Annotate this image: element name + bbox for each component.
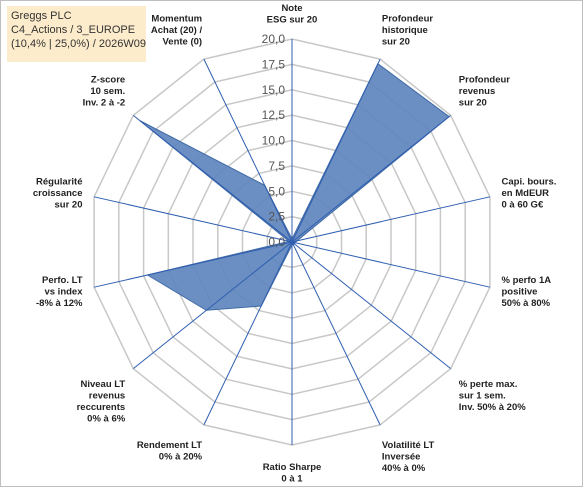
portfolio-category: C4_Actions / 3_EUROPE xyxy=(11,24,136,36)
axis-label: Momentum Achat (20) / Vente (0) xyxy=(151,13,203,47)
tick-label: 15,0 xyxy=(262,83,286,97)
axis-label: % perfo 1A positive 50% à 80% xyxy=(502,275,552,309)
tick-label: 0,0 xyxy=(268,235,285,249)
axis-spoke xyxy=(291,241,381,426)
axis-label: Rendement LT 0% à 20% xyxy=(137,440,203,463)
tick-label: 20,0 xyxy=(262,32,286,46)
axis-spoke xyxy=(132,115,293,243)
period-info: (10,4% | 25,0%) / 2026W09 xyxy=(11,38,146,50)
axis-label: Perfo. LT vs index -8% à 12% xyxy=(36,275,83,309)
axis-label: % perte max. sur 1 sem. Inv. 50% à 20% xyxy=(459,379,526,413)
axis-label: Profondeur revenus sur 20 xyxy=(459,75,510,109)
axis-spoke xyxy=(93,241,293,288)
tick-label: 17,5 xyxy=(262,57,286,71)
axis-spoke xyxy=(291,241,491,288)
axis-spoke xyxy=(203,58,293,243)
axis-spoke xyxy=(291,115,452,243)
tick-label: 10,0 xyxy=(262,134,286,148)
axis-label: Ratio Sharpe 0 à 1 xyxy=(263,462,322,485)
axis-spoke xyxy=(203,241,293,426)
axis-label: Note ESG sur 20 xyxy=(267,3,318,26)
axis-spoke xyxy=(291,196,491,243)
tick-label: 2,5 xyxy=(268,210,285,224)
axis-spoke xyxy=(132,241,293,369)
company-name: Greggs PLC xyxy=(11,10,72,22)
axis-label: Capi. bours. en MdEUR 0 à 60 G€ xyxy=(502,177,557,211)
tick-label: 5,0 xyxy=(268,184,285,198)
axis-spoke xyxy=(291,58,381,243)
axis-label: Régularité croissance sur 20 xyxy=(33,177,83,211)
axis-spoke xyxy=(93,196,293,243)
tick-label: 12,5 xyxy=(262,108,286,122)
axis-label: Volatilité LT Inversée 40% à 0% xyxy=(382,440,435,474)
chart-header-box: Greggs PLC C4_Actions / 3_EUROPE (10,4% … xyxy=(7,6,146,62)
axis-label: Z-score 10 sem. Inv. 2 à -2 xyxy=(83,75,126,109)
axis-spoke xyxy=(291,241,452,369)
axis-label: Profondeur historique sur 20 xyxy=(382,13,433,47)
tick-label: 7,5 xyxy=(268,159,285,173)
axis-label: Niveau LT revenus reccurents 0% à 6% xyxy=(77,379,126,425)
